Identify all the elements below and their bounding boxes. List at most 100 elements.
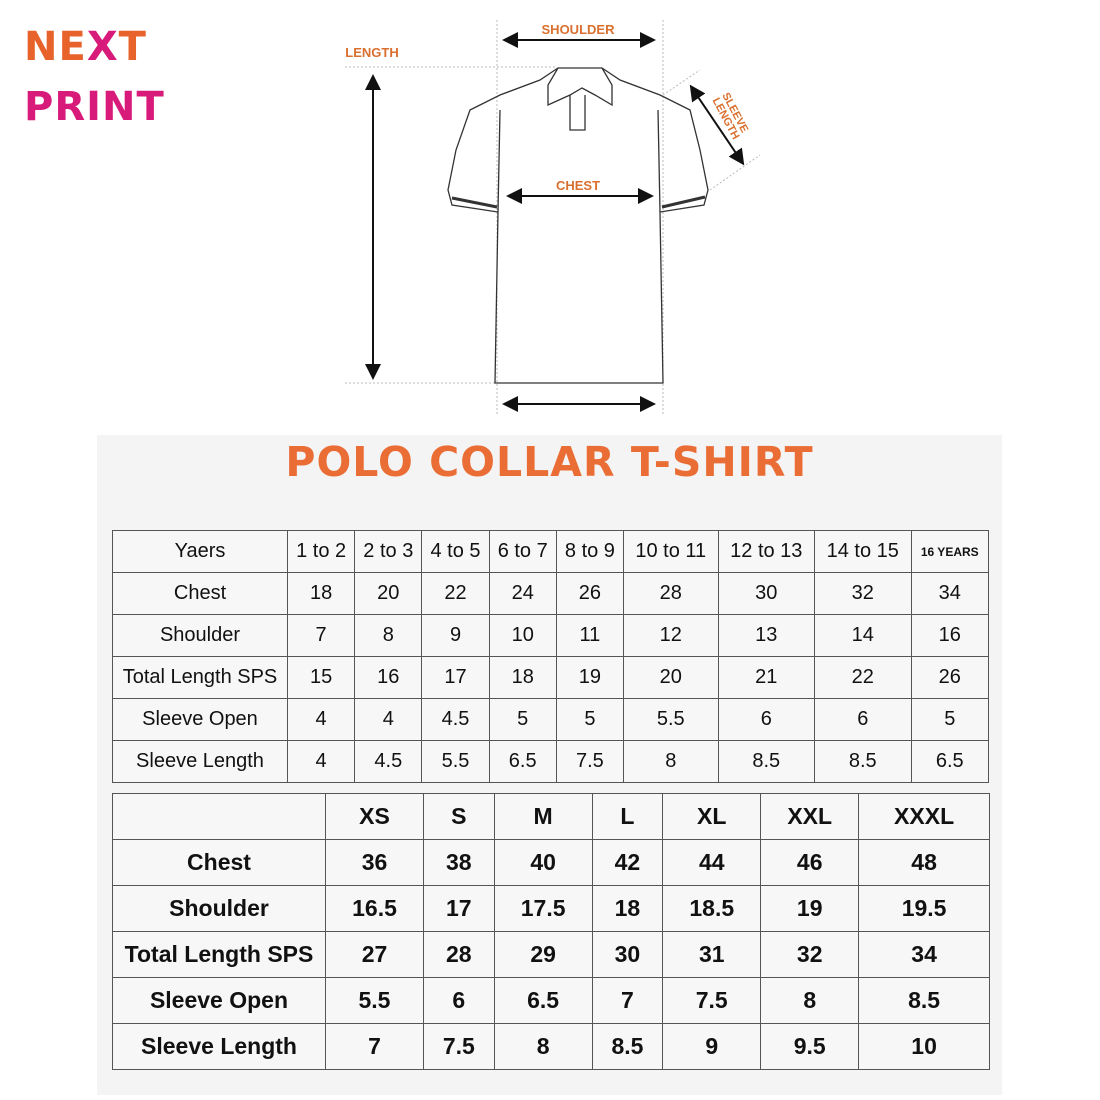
table-cell: 18.5 xyxy=(662,885,762,932)
table-cell: 29 xyxy=(493,931,593,978)
column-header: 16 YEARS xyxy=(910,530,990,573)
header-row: XS S M L XL XXL XXXL xyxy=(112,793,990,840)
table-row: Shoulder 16.5 17 17.5 18 18.5 19 19.5 xyxy=(112,885,990,932)
table-cell: 14 xyxy=(814,614,912,657)
table-cell: 26 xyxy=(910,656,990,699)
row-label: Total Length SPS xyxy=(112,656,288,699)
length-label: LENGTH xyxy=(345,45,398,60)
table-cell: 17 xyxy=(421,656,490,699)
table-cell: 32 xyxy=(760,931,860,978)
table-cell: 6 xyxy=(717,698,816,741)
table-row: Chest 36 38 40 42 44 46 48 xyxy=(112,839,990,886)
table-cell: 15 xyxy=(286,656,356,699)
polo-shirt-diagram: SHOULDER LENGTH CHEST SLEEVE LENGTH xyxy=(345,20,761,415)
table-cell: 19 xyxy=(760,885,860,932)
table-cell: 38 xyxy=(423,839,495,886)
logo-next: NEXT xyxy=(24,24,147,70)
table-cell: 28 xyxy=(423,931,495,978)
table-cell: 4 xyxy=(286,740,356,783)
table-cell: 7.5 xyxy=(423,1023,495,1070)
column-header: 6 to 7 xyxy=(488,530,557,573)
table-cell: 7 xyxy=(591,977,664,1024)
table-cell: 16 xyxy=(910,614,990,657)
table-cell: 22 xyxy=(814,656,912,699)
table-cell: 42 xyxy=(591,839,664,886)
row-label: Shoulder xyxy=(112,614,288,657)
table-cell: 10 xyxy=(858,1023,990,1070)
table-cell: 6.5 xyxy=(910,740,990,783)
table-cell: 31 xyxy=(662,931,762,978)
table-cell: 30 xyxy=(591,931,664,978)
row-label: Shoulder xyxy=(112,885,326,932)
logo-text: T xyxy=(118,24,147,70)
table-row: Sleeve Length 4 4.5 5.5 6.5 7.5 8 8.5 8.5 6.5 xyxy=(112,740,990,783)
column-header: 8 to 9 xyxy=(555,530,625,573)
table-cell: 16.5 xyxy=(325,885,424,932)
chest-label: CHEST xyxy=(556,178,600,193)
table-cell: 40 xyxy=(493,839,593,886)
column-header xyxy=(112,793,326,840)
table-cell: 5.5 xyxy=(421,740,490,783)
table-cell: 12 xyxy=(623,614,719,657)
table-cell: 6.5 xyxy=(493,977,593,1024)
table-cell: 7.5 xyxy=(555,740,625,783)
table-cell: 6 xyxy=(814,698,912,741)
table-cell: 8.5 xyxy=(814,740,912,783)
table-cell: 4 xyxy=(354,698,423,741)
shirt-outline xyxy=(447,67,709,384)
table-cell: 17 xyxy=(423,885,495,932)
table-cell: 7.5 xyxy=(662,977,762,1024)
shoulder-label: SHOULDER xyxy=(542,22,616,37)
table-cell: 9 xyxy=(662,1023,762,1070)
table-cell: 16 xyxy=(354,656,423,699)
table-cell: 22 xyxy=(421,572,490,615)
row-label: Chest xyxy=(112,839,326,886)
column-header: 10 to 11 xyxy=(623,530,719,573)
column-header: 2 to 3 xyxy=(354,530,423,573)
table-row: Shoulder 7 8 9 10 11 12 13 14 16 xyxy=(112,614,990,657)
row-label: Total Length SPS xyxy=(112,931,326,978)
table-cell: 46 xyxy=(760,839,860,886)
logo-text: NE xyxy=(24,24,87,70)
table-cell: 5 xyxy=(488,698,557,741)
table-cell: 19.5 xyxy=(858,885,990,932)
row-label: Chest xyxy=(112,572,288,615)
table-cell: 9.5 xyxy=(760,1023,860,1070)
table-cell: 18 xyxy=(488,656,557,699)
chart-title: POLO COLLAR T-SHIRT xyxy=(285,438,814,486)
table-row: Chest 18 20 22 24 26 28 30 32 34 xyxy=(112,572,990,615)
table-cell: 8 xyxy=(354,614,423,657)
table-cell: 7 xyxy=(325,1023,424,1070)
table-cell: 9 xyxy=(421,614,490,657)
table-cell: 13 xyxy=(717,614,816,657)
adult-size-table: XS S M L XL XXL XXXL Chest 36 38 40 42 44 46 48 Shoulde… xyxy=(112,793,990,1070)
sleeve-cuffs xyxy=(451,195,706,209)
table-cell: 6 xyxy=(423,977,495,1024)
table-cell: 5.5 xyxy=(325,977,424,1024)
table-cell: 26 xyxy=(555,572,625,615)
row-label: Sleeve Open xyxy=(112,698,288,741)
table-cell: 8.5 xyxy=(717,740,816,783)
table-cell: 17.5 xyxy=(493,885,593,932)
table-cell: 20 xyxy=(623,656,719,699)
table-cell: 20 xyxy=(354,572,423,615)
table-cell: 28 xyxy=(623,572,719,615)
logo-print: PRINT xyxy=(24,84,165,130)
column-header: XS xyxy=(325,793,424,840)
table-cell: 18 xyxy=(591,885,664,932)
table-cell: 19 xyxy=(555,656,625,699)
table-cell: 34 xyxy=(910,572,990,615)
column-header: S xyxy=(423,793,495,840)
column-header: XXXL xyxy=(858,793,990,840)
table-row: Sleeve Open 5.5 6 6.5 7 7.5 8 8.5 xyxy=(112,977,990,1024)
table-row: Total Length SPS 15 16 17 18 19 20 21 22 26 xyxy=(112,656,990,699)
table-cell: 4.5 xyxy=(354,740,423,783)
row-label: Sleeve Length xyxy=(112,740,288,783)
column-header: XL xyxy=(662,793,762,840)
table-cell: 8 xyxy=(623,740,719,783)
table-cell: 34 xyxy=(858,931,990,978)
column-header: 4 to 5 xyxy=(421,530,490,573)
sleeve-length-arrow xyxy=(689,84,745,166)
